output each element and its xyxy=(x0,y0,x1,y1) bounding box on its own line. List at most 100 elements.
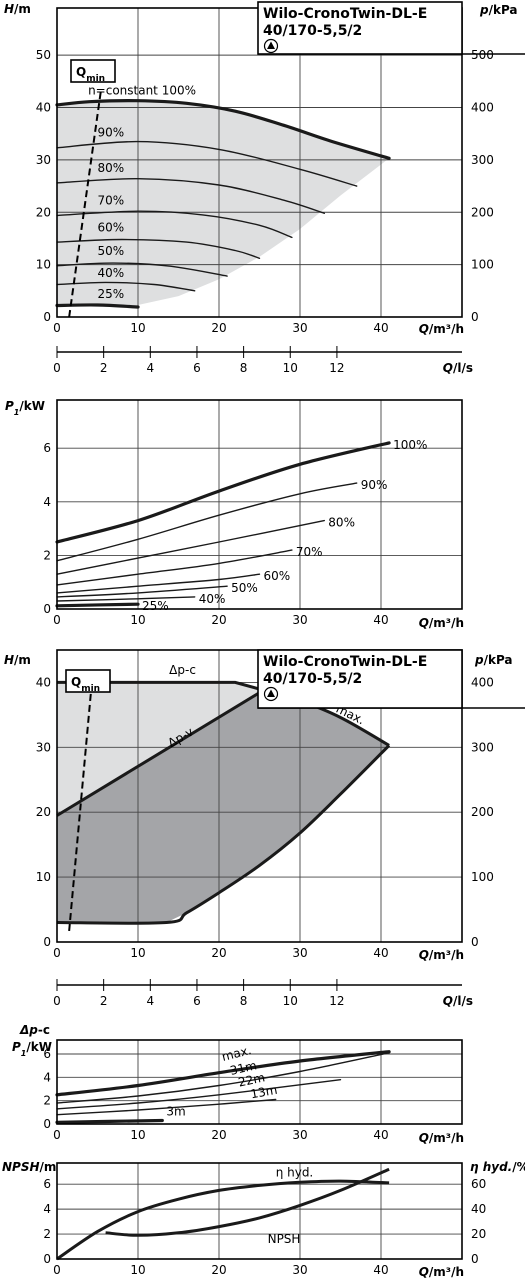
qls-scale-2-tick: 6 xyxy=(193,994,201,1008)
npsh-y-tick: 6 xyxy=(43,1177,51,1191)
p1-y-tick: 6 xyxy=(43,441,51,455)
p1-y-tick: 0 xyxy=(43,602,51,616)
p1-x-tick: 30 xyxy=(292,613,307,627)
hqc-y2-tick: 0 xyxy=(471,935,479,949)
hqc-y-tick: 10 xyxy=(36,870,51,884)
hqc-x-tick: 30 xyxy=(292,946,307,960)
hq-speed-label: 25% xyxy=(98,287,125,301)
qls-scale-1-tick: 0 xyxy=(53,361,61,375)
hqc-curve-label: Δp-c xyxy=(169,663,196,677)
hqc-x-unit: Q/m³/h xyxy=(419,948,464,962)
hqc-x-tick: 10 xyxy=(130,946,145,960)
qls-scale-2-tick: 2 xyxy=(100,994,108,1008)
hq-y2-tick: 200 xyxy=(471,205,494,219)
p1-x-unit: Q/m³/h xyxy=(419,616,464,630)
hq-y-tick: 50 xyxy=(36,48,51,62)
hqc-y2-tick: 400 xyxy=(471,675,494,689)
pump-symbol-triangle-icon xyxy=(267,41,275,49)
npsh-series-npsh xyxy=(105,1167,390,1237)
p1-series-100 xyxy=(55,441,391,544)
hq-operating-region xyxy=(57,100,390,307)
p1-series-25 xyxy=(55,602,140,608)
hqc-qmin-label: Qmin xyxy=(71,675,100,694)
hq-y2-tick: 500 xyxy=(471,48,494,62)
qls-scale-2-tick: 4 xyxy=(146,994,154,1008)
hq-qmin-line xyxy=(68,91,102,318)
npsh-y-tick: 2 xyxy=(43,1227,51,1241)
p1-series-label: 25% xyxy=(142,599,169,613)
p1-x-tick: 0 xyxy=(53,613,61,627)
eta-y2-axis-label: η hyd./% xyxy=(470,1160,525,1174)
p1-series-40 xyxy=(56,596,196,602)
hq-title-box xyxy=(257,1,463,55)
npsh-y2-tick: 0 xyxy=(471,1252,479,1266)
hq-speed-label: 70% xyxy=(98,193,125,207)
hq-y2-tick: 0 xyxy=(471,310,479,324)
qls-scale-1-tick: 8 xyxy=(240,361,248,375)
p1-x-tick: 10 xyxy=(130,613,145,627)
hq-y2-axis-label: p/kPa xyxy=(479,3,518,17)
hqc-dpc-line xyxy=(57,680,264,692)
qls-scale-2-unit: Q/l/s xyxy=(443,994,473,1008)
p1-series-label: 70% xyxy=(296,545,323,559)
pc-x-tick: 0 xyxy=(53,1128,61,1142)
hq-x-tick: 10 xyxy=(130,321,145,335)
hq-series-90 xyxy=(56,140,358,187)
pc-curve-label: 31m xyxy=(229,1058,258,1078)
pc-curve-label: 3m xyxy=(166,1104,185,1118)
pc-series-3m xyxy=(55,1118,164,1124)
npsh-x-tick: 0 xyxy=(53,1263,61,1277)
hq-series-60 xyxy=(56,238,261,259)
pc-series-31m xyxy=(56,1052,390,1104)
npsh-y-tick: 0 xyxy=(43,1252,51,1266)
npsh-curve-label: NPSH xyxy=(268,1232,301,1246)
pc-y-tick: 2 xyxy=(43,1094,51,1108)
hqc-y-tick: 30 xyxy=(36,740,51,754)
hqc-y-tick: 40 xyxy=(36,675,51,689)
npsh-x-tick: 20 xyxy=(211,1263,226,1277)
p1-x-tick: 20 xyxy=(211,613,226,627)
npsh-frame xyxy=(56,1162,463,1260)
p1-series-label: 60% xyxy=(264,569,291,583)
p1-series-50 xyxy=(56,585,228,598)
qls-scale-1-tick: 10 xyxy=(283,361,298,375)
hq-x-tick: 0 xyxy=(53,321,61,335)
hqc-y2-tick: 200 xyxy=(471,805,494,819)
p1-x-tick: 40 xyxy=(373,613,388,627)
npsh-x-unit: Q/m³/h xyxy=(419,1265,464,1279)
pc-dpc-axis-label: Δp-c xyxy=(19,1023,50,1037)
pc-frame xyxy=(56,1039,463,1125)
pc-curve-label: 13m xyxy=(249,1083,278,1101)
hqc-y-tick: 20 xyxy=(36,805,51,819)
hq-y-tick: 0 xyxy=(43,310,51,324)
pc-x-tick: 10 xyxy=(130,1128,145,1142)
pc-series-13m xyxy=(56,1098,277,1116)
p1-series-label: 40% xyxy=(199,592,226,606)
npsh-x-tick: 30 xyxy=(292,1263,307,1277)
hq-y-tick: 20 xyxy=(36,205,51,219)
hq-series-80 xyxy=(56,177,325,214)
pc-y-tick: 0 xyxy=(43,1117,51,1131)
p1-series-label: 100% xyxy=(393,438,427,452)
npsh-y2-tick: 40 xyxy=(471,1202,486,1216)
npsh-curve-label: η hyd. xyxy=(276,1166,314,1180)
p1-y-axis-label: P1/kW xyxy=(5,399,45,417)
pc-x-tick: 30 xyxy=(292,1128,307,1142)
hqc-light-region xyxy=(57,682,264,816)
hqc-y-axis-label: H/m xyxy=(4,653,31,667)
qls-scale-2-tick: 10 xyxy=(283,994,298,1008)
pc-series-max xyxy=(55,1050,391,1097)
p1-series-70 xyxy=(56,549,293,586)
hq-speed-label: 50% xyxy=(98,244,125,258)
hq-series-25 xyxy=(55,303,140,309)
hq-y-axis-label: H/m xyxy=(4,2,31,16)
hq-x-tick: 30 xyxy=(292,321,307,335)
qls-scale-1-tick: 6 xyxy=(193,361,201,375)
hq-y2-tick: 100 xyxy=(471,258,494,272)
hq-x-unit: Q/m³/h xyxy=(419,322,464,336)
hq-qmin-label: Qmin xyxy=(76,65,105,84)
hqc-y2-axis-label: p/kPa xyxy=(474,653,513,667)
hqc-y2-tick: 300 xyxy=(471,740,494,754)
pump-symbol-triangle-icon xyxy=(267,689,275,697)
